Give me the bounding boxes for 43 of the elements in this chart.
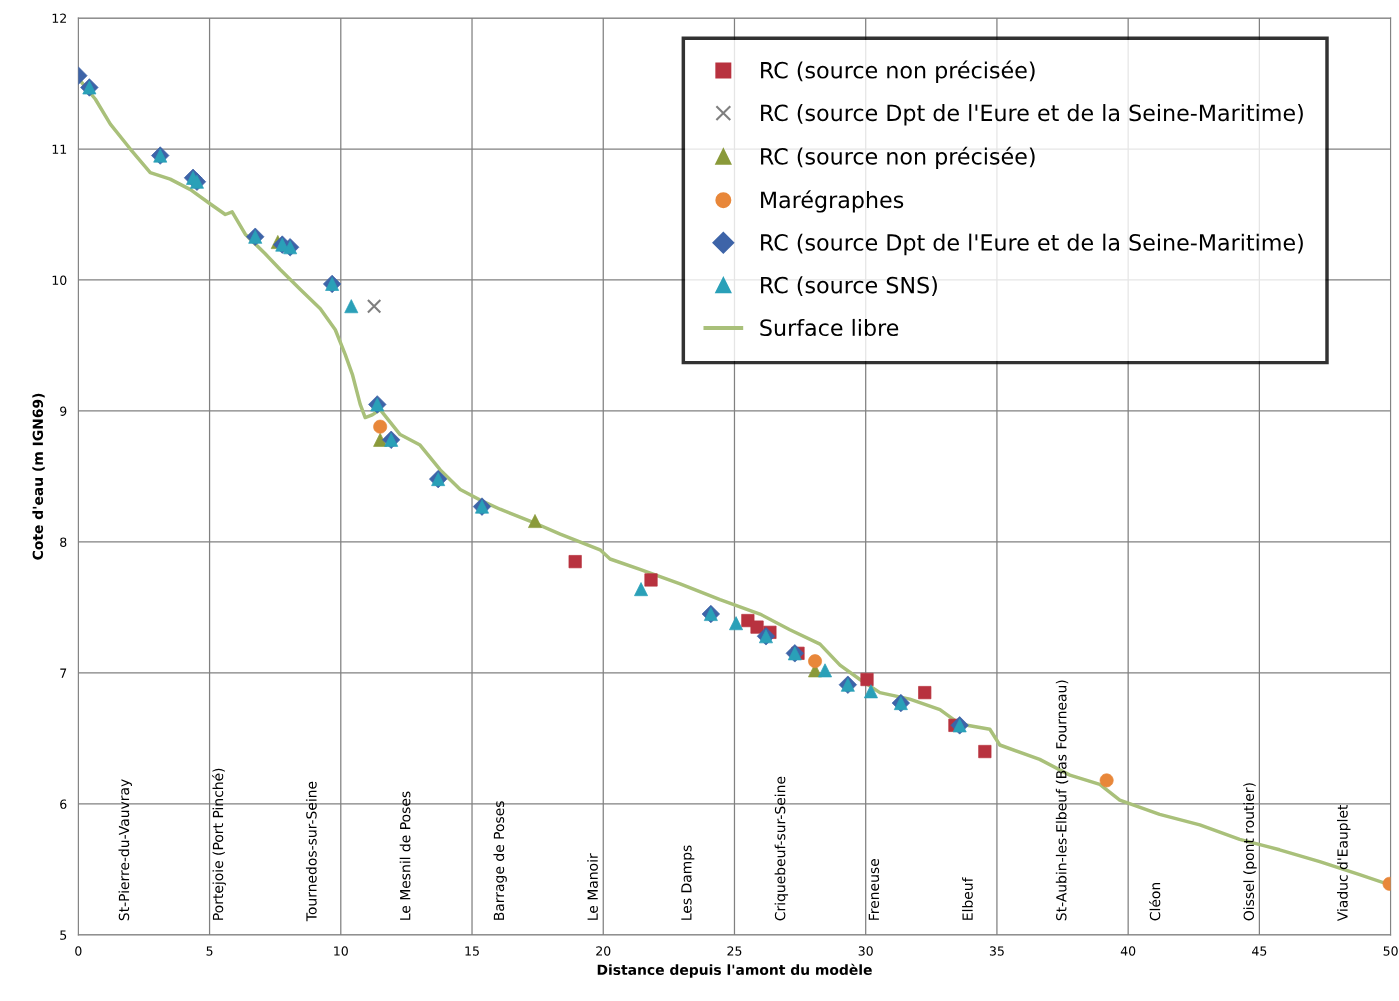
legend-label: RC (source non précisée) — [761, 60, 1035, 83]
x-tick-label: 50 — [1383, 946, 1398, 956]
x-axis-title: Distance depuis l'amont du modèle — [597, 963, 872, 978]
x-tick-label: 35 — [989, 946, 1004, 956]
y-tick-label: 6 — [60, 799, 67, 809]
annotation: Viaduc d'Eauplet — [1337, 804, 1351, 922]
annotation: Elbeuf — [962, 877, 973, 920]
x-tick-label: 15 — [465, 946, 479, 956]
annotation: Tournedos-sur-Seine — [305, 781, 317, 922]
y-tick-label: 5 — [60, 930, 67, 940]
legend-label: RC (source Dpt de l'Eure et de la Seine-Maritime) — [761, 233, 1303, 256]
y-tick-label: 10 — [52, 275, 67, 285]
y-axis-title: Cote d'eau (m IGN69) — [32, 393, 45, 560]
annotation: Oissel (pont routier) — [1243, 783, 1257, 921]
annotation: Criquebeuf-sur-Seine — [774, 776, 789, 921]
x-tick-label: 0 — [75, 946, 82, 956]
x-tick-label: 10 — [334, 946, 348, 956]
x-tick-label: 45 — [1252, 946, 1267, 956]
legend-label: Surface libre — [760, 318, 899, 337]
legend-label: RC (source SNS) — [761, 276, 937, 297]
legend-label: Marégraphes — [761, 190, 904, 213]
x-tick-label: 30 — [858, 946, 873, 956]
annotation: Portejoie (Port Pinché) — [211, 768, 226, 920]
x-tick-label: 20 — [596, 946, 611, 956]
annotation: St-Pierre-du-Vauvray — [118, 779, 132, 921]
y-tick-label: 7 — [60, 668, 67, 678]
legend-label: RC (source non précisée) — [761, 146, 1035, 170]
y-tick-label: 12 — [52, 13, 66, 23]
annotation: Le Manoir — [587, 853, 598, 920]
y-tick-label: 8 — [60, 537, 67, 547]
annotation: Le Mesnil de Poses — [399, 791, 411, 920]
point — [366, 298, 382, 314]
y-tick-label: 11 — [52, 144, 67, 154]
legend-label: RC (source Dpt de l'Eure et de la Seine-Maritime) — [761, 104, 1303, 126]
x-tick-label: 5 — [206, 946, 213, 956]
annotation: Barrage de Poses — [493, 801, 507, 920]
annotation: St-Aubin-les-Elbeuf (Bas Fourneau) — [1055, 680, 1069, 921]
y-tick-label: 9 — [60, 406, 67, 416]
annotation: Freneuse — [868, 859, 880, 920]
x-tick-label: 40 — [1120, 946, 1136, 956]
annotation: Cléon — [1149, 882, 1161, 921]
annotation: Les Damps — [681, 845, 695, 920]
x-tick-label: 25 — [727, 946, 742, 956]
